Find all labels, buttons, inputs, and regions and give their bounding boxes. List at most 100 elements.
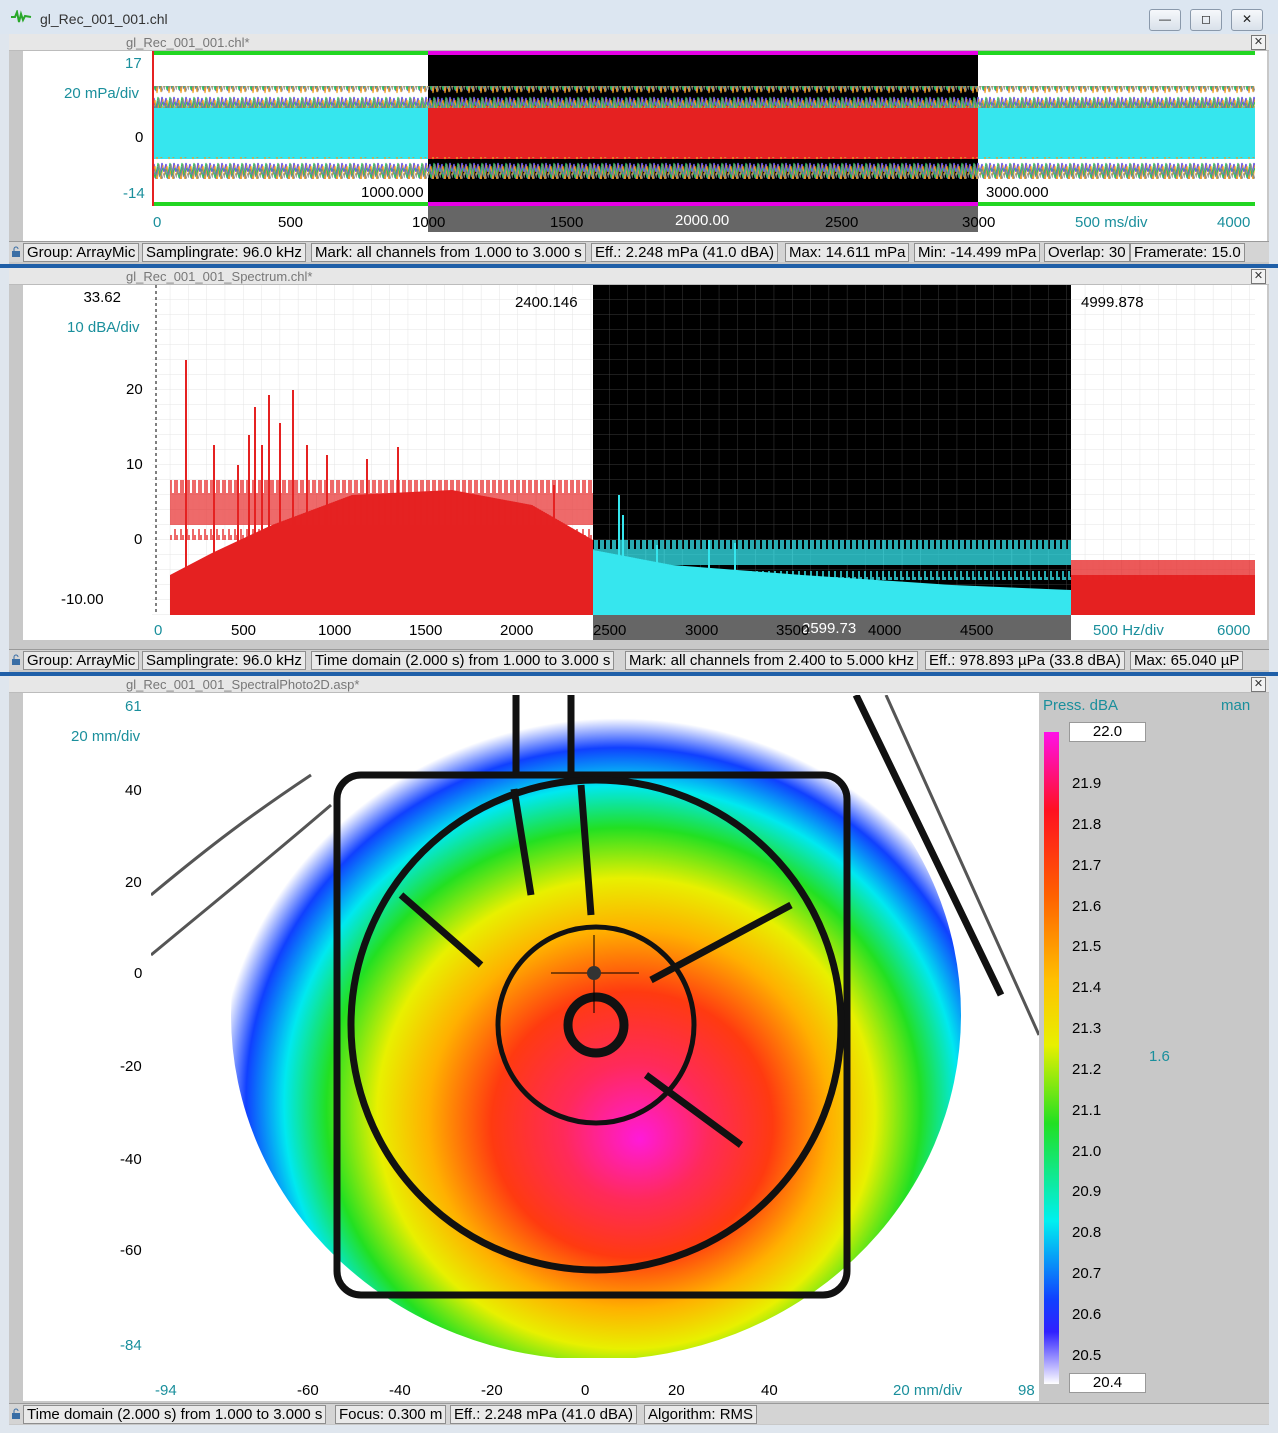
status-item: Mark: all channels from 1.000 to 3.000 s [311,243,586,262]
photo-y-bottom: -84 [120,1337,142,1354]
spectrum-y-tick: 20 [126,381,143,398]
photo-y-tick: -20 [120,1058,142,1075]
legend-tick: 21.0 [1072,1142,1102,1160]
time-y-bottom: -14 [123,185,145,202]
spectrum-x-tick: 3000 [685,622,719,639]
spectrum-y-top-value: 33.62 [25,288,125,308]
legend-min-input[interactable]: 20.4 [1069,1373,1146,1393]
photo-x-tick: -60 [297,1382,319,1399]
spectrum-x-tick: 4500 [960,622,994,639]
spectrum-cursor-left-value: 2400.146 [515,294,578,311]
photo-x-tick: -20 [481,1382,503,1399]
time-x-tick: 0 [153,214,162,231]
legend-colorbar [1044,732,1059,1384]
spectrum-x-tick: 0 [154,622,163,639]
status-item: Samplingrate: 96.0 kHz [142,243,306,262]
photo-panel-titlebar: gl_Rec_001_001_SpectralPhoto2D.asp* ✕ [9,676,1269,693]
spectrum-x-end: 6000 [1217,622,1251,639]
spectrum-x-tick: 1500 [409,622,443,639]
photo-x-scale: 20 mm/div [893,1382,963,1399]
spectral-photo-panel: gl_Rec_001_001_SpectralPhoto2D.asp* ✕ 61… [9,676,1269,1425]
time-y-top: 17 [125,55,142,72]
time-signal-band-marked [428,106,978,159]
photo-x-tick: 20 [668,1382,685,1399]
status-item: Eff.: 2.248 mPa (41.0 dBA) [450,1405,637,1424]
time-panel-title: gl_Rec_001_001.chl* [126,35,250,50]
color-legend [1039,693,1254,1401]
spectrum-panel-close-icon[interactable]: ✕ [1251,269,1266,284]
time-x-tick: 1000 [412,214,446,231]
status-item: Max: 65.040 µP [1130,651,1244,670]
photo-panel-title: gl_Rec_001_001_SpectralPhoto2D.asp* [126,677,360,692]
status-item: Eff.: 978.893 µPa (33.8 dBA) [925,651,1125,670]
legend-tick: 21.7 [1072,856,1102,874]
panel-splitter[interactable] [0,264,1278,268]
legend-tick: 20.6 [1072,1305,1102,1323]
photo-panel-close-icon[interactable]: ✕ [1251,677,1266,692]
lock-icon[interactable] [11,654,21,665]
time-cursor-left-value: 1000.000 [361,184,424,201]
spectrum-x-tick: 2500 [593,622,627,639]
status-item: Framerate: 15.0 [1130,243,1245,262]
app-icon [11,10,32,23]
status-item: Time domain (2.000 s) from 1.000 to 3.00… [23,1405,327,1424]
status-item: Samplingrate: 96.0 kHz [142,651,306,670]
spectrum-statusbar: Group: ArrayMic Samplingrate: 96.0 kHz T… [9,649,1269,670]
legend-tick: 21.2 [1072,1060,1102,1078]
close-button[interactable]: ✕ [1231,9,1263,31]
legend-ticks: 21.9 21.8 21.7 21.6 21.5 21.4 21.3 21.2 … [1072,764,1101,1377]
time-panel-titlebar: gl_Rec_001_001.chl* ✕ [9,34,1269,51]
spectrum-plot[interactable] [152,285,1255,615]
spectrum-cursor-right-value: 4999.878 [1081,294,1144,311]
status-item: Group: ArrayMic [23,243,140,262]
legend-tick: 21.4 [1072,979,1102,997]
restore-button[interactable]: ◻ [1190,9,1222,31]
photo-x-tick: 40 [761,1382,778,1399]
legend-tick: 20.7 [1072,1265,1102,1283]
legend-tick: 20.5 [1072,1346,1102,1364]
time-signal-band-right [978,106,1255,159]
legend-tick: 21.5 [1072,938,1102,956]
photo-x-end: 98 [1018,1382,1035,1399]
spectrum-x-tick: 2000 [500,622,534,639]
status-item: Max: 14.611 mPa [785,243,910,262]
spectrum-y-bottom-value: -10.00 [25,590,125,610]
legend-tick: 20.8 [1072,1224,1102,1242]
legend-max-input[interactable]: 22.0 [1069,722,1146,742]
photo-x-tick: 0 [581,1382,590,1399]
spectrum-panel-title: gl_Rec_001_001_Spectrum.chl* [126,269,313,284]
time-cursor-right-value: 3000.000 [986,184,1049,201]
time-panel-close-icon[interactable]: ✕ [1251,35,1266,50]
legend-tick: 21.6 [1072,897,1102,915]
legend-mode[interactable]: man [1221,697,1251,714]
legend-tick: 21.8 [1072,815,1102,833]
status-item: Min: -14.499 mPa [914,243,1041,262]
minimize-button[interactable]: — [1149,9,1181,31]
spectrum-body-high [1071,575,1255,615]
time-signal-band-left [152,106,428,159]
spectrum-x-scale: 500 Hz/div [1093,622,1164,639]
lock-icon[interactable] [11,1408,21,1419]
time-signal-plot[interactable] [152,51,1255,206]
legend-tick: 21.3 [1072,1020,1102,1038]
spectrum-x-tick: 1000 [318,622,352,639]
lock-icon[interactable] [11,246,21,257]
spectrum-x-tick: 3500 [776,622,810,639]
time-statusbar: Group: ArrayMic Samplingrate: 96.0 kHz M… [9,241,1269,262]
window-titlebar: gl_Rec_001_001.chl — ◻ ✕ [0,0,1278,34]
spectrum-body-marked [593,550,1071,615]
spectrum-panel: gl_Rec_001_001_Spectrum.chl* ✕ 33.62 10 … [9,268,1269,672]
acoustic-heatmap[interactable] [151,695,1039,1358]
time-y-zero: 0 [135,129,144,146]
panel-splitter[interactable] [0,672,1278,676]
photo-y-scale: 20 mm/div [71,728,141,745]
photo-x-start: -94 [155,1382,177,1399]
status-item: Eff.: 2.248 mPa (41.0 dBA) [591,243,778,262]
photo-y-tick: 40 [125,782,142,799]
time-x-tick: 1500 [550,214,584,231]
legend-tick: 20.9 [1072,1183,1102,1201]
status-item: Overlap: 30 [1044,243,1130,262]
time-x-marked-range [428,206,978,232]
photo-y-tick: -60 [120,1242,142,1259]
legend-range: 1.6 [1149,1048,1170,1065]
